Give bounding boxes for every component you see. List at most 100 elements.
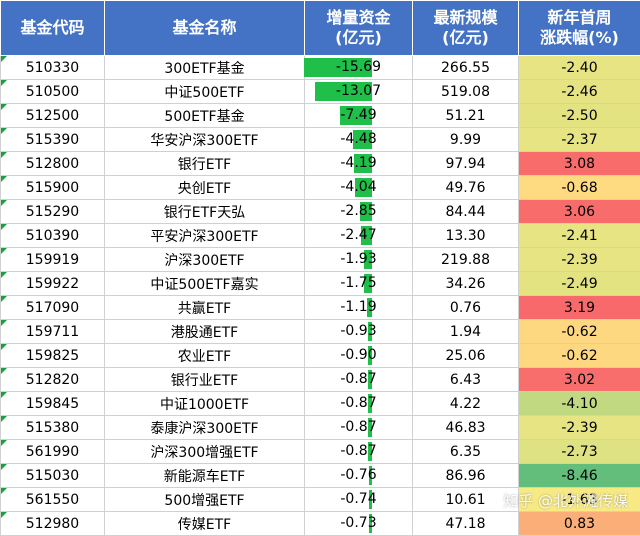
header-code[interactable]: 基金代码 — [1, 1, 105, 56]
cell-flow[interactable]: -0.87 — [305, 368, 413, 392]
cell-fund-code[interactable]: 512820 — [1, 368, 105, 392]
cell-change[interactable]: -0.68 — [519, 176, 640, 200]
cell-change[interactable]: 3.06 — [519, 200, 640, 224]
cell-fund-code[interactable]: 515900 — [1, 176, 105, 200]
cell-fund-name[interactable]: 银行业ETF — [105, 368, 305, 392]
cell-size[interactable]: 266.55 — [413, 56, 519, 80]
cell-fund-name[interactable]: 平安沪深300ETF — [105, 224, 305, 248]
cell-fund-code[interactable]: 159922 — [1, 272, 105, 296]
cell-size[interactable]: 97.94 — [413, 152, 519, 176]
cell-fund-name[interactable]: 华安沪深300ETF — [105, 128, 305, 152]
cell-size[interactable]: 0.76 — [413, 296, 519, 320]
cell-change[interactable]: -2.46 — [519, 80, 640, 104]
cell-fund-code[interactable]: 517090 — [1, 296, 105, 320]
cell-fund-name[interactable]: 央创ETF — [105, 176, 305, 200]
header-name[interactable]: 基金名称 — [105, 1, 305, 56]
cell-fund-name[interactable]: 银行ETF天弘 — [105, 200, 305, 224]
cell-flow[interactable]: -4.19 — [305, 152, 413, 176]
cell-fund-code[interactable]: 515390 — [1, 128, 105, 152]
cell-fund-code[interactable]: 512500 — [1, 104, 105, 128]
cell-fund-name[interactable]: 沪深300ETF — [105, 248, 305, 272]
cell-fund-name[interactable]: 泰康沪深300ETF — [105, 416, 305, 440]
cell-change[interactable]: 3.08 — [519, 152, 640, 176]
cell-flow[interactable]: -13.07 — [305, 80, 413, 104]
cell-fund-name[interactable]: 500ETF基金 — [105, 104, 305, 128]
cell-change[interactable]: -2.49 — [519, 272, 640, 296]
cell-fund-name[interactable]: 中证500ETF — [105, 80, 305, 104]
cell-fund-code[interactable]: 515030 — [1, 464, 105, 488]
cell-fund-name[interactable]: 农业ETF — [105, 344, 305, 368]
cell-size[interactable]: 219.88 — [413, 248, 519, 272]
cell-fund-code[interactable]: 510390 — [1, 224, 105, 248]
cell-change[interactable]: 3.19 — [519, 296, 640, 320]
cell-fund-name[interactable]: 新能源车ETF — [105, 464, 305, 488]
cell-fund-code[interactable]: 159919 — [1, 248, 105, 272]
cell-flow[interactable]: -15.69 — [305, 56, 413, 80]
header-change[interactable]: 新年首周 涨跌幅(%) — [519, 1, 640, 56]
cell-change[interactable]: 0.83 — [519, 512, 640, 536]
cell-size[interactable]: 51.21 — [413, 104, 519, 128]
cell-flow[interactable]: -0.87 — [305, 392, 413, 416]
cell-fund-name[interactable]: 中证500ETF嘉实 — [105, 272, 305, 296]
cell-fund-code[interactable]: 510330 — [1, 56, 105, 80]
cell-change[interactable]: -2.37 — [519, 128, 640, 152]
cell-size[interactable]: 25.06 — [413, 344, 519, 368]
cell-flow[interactable]: -1.19 — [305, 296, 413, 320]
header-flow[interactable]: 增量资金 (亿元) — [305, 1, 413, 56]
cell-change[interactable]: -0.62 — [519, 344, 640, 368]
cell-size[interactable]: 10.61 — [413, 488, 519, 512]
cell-change[interactable]: -2.41 — [519, 224, 640, 248]
cell-flow[interactable]: -7.49 — [305, 104, 413, 128]
cell-fund-name[interactable]: 中证1000ETF — [105, 392, 305, 416]
cell-change[interactable]: -2.40 — [519, 56, 640, 80]
cell-fund-name[interactable]: 港股通ETF — [105, 320, 305, 344]
cell-flow[interactable]: -0.73 — [305, 512, 413, 536]
cell-size[interactable]: 519.08 — [413, 80, 519, 104]
cell-flow[interactable]: -0.76 — [305, 464, 413, 488]
cell-flow[interactable]: -0.90 — [305, 344, 413, 368]
cell-fund-code[interactable]: 561990 — [1, 440, 105, 464]
cell-size[interactable]: 34.26 — [413, 272, 519, 296]
cell-change[interactable]: 3.02 — [519, 368, 640, 392]
cell-change[interactable]: -8.46 — [519, 464, 640, 488]
cell-size[interactable]: 4.22 — [413, 392, 519, 416]
cell-change[interactable]: -0.62 — [519, 320, 640, 344]
cell-size[interactable]: 1.94 — [413, 320, 519, 344]
cell-fund-name[interactable]: 银行ETF — [105, 152, 305, 176]
cell-flow[interactable]: -4.04 — [305, 176, 413, 200]
cell-fund-code[interactable]: 512980 — [1, 512, 105, 536]
cell-fund-code[interactable]: 159711 — [1, 320, 105, 344]
cell-fund-name[interactable]: 500增强ETF — [105, 488, 305, 512]
cell-fund-name[interactable]: 沪深300增强ETF — [105, 440, 305, 464]
cell-size[interactable]: 84.44 — [413, 200, 519, 224]
cell-flow[interactable]: -0.93 — [305, 320, 413, 344]
cell-flow[interactable]: -0.87 — [305, 416, 413, 440]
cell-flow[interactable]: -0.74 — [305, 488, 413, 512]
cell-fund-name[interactable]: 传媒ETF — [105, 512, 305, 536]
cell-fund-code[interactable]: 561550 — [1, 488, 105, 512]
cell-size[interactable]: 9.99 — [413, 128, 519, 152]
cell-flow[interactable]: -2.47 — [305, 224, 413, 248]
header-size[interactable]: 最新规模 (亿元) — [413, 1, 519, 56]
cell-size[interactable]: 86.96 — [413, 464, 519, 488]
cell-size[interactable]: 13.30 — [413, 224, 519, 248]
cell-flow[interactable]: -1.93 — [305, 248, 413, 272]
cell-change[interactable]: -1.63 — [519, 488, 640, 512]
cell-change[interactable]: -2.73 — [519, 440, 640, 464]
